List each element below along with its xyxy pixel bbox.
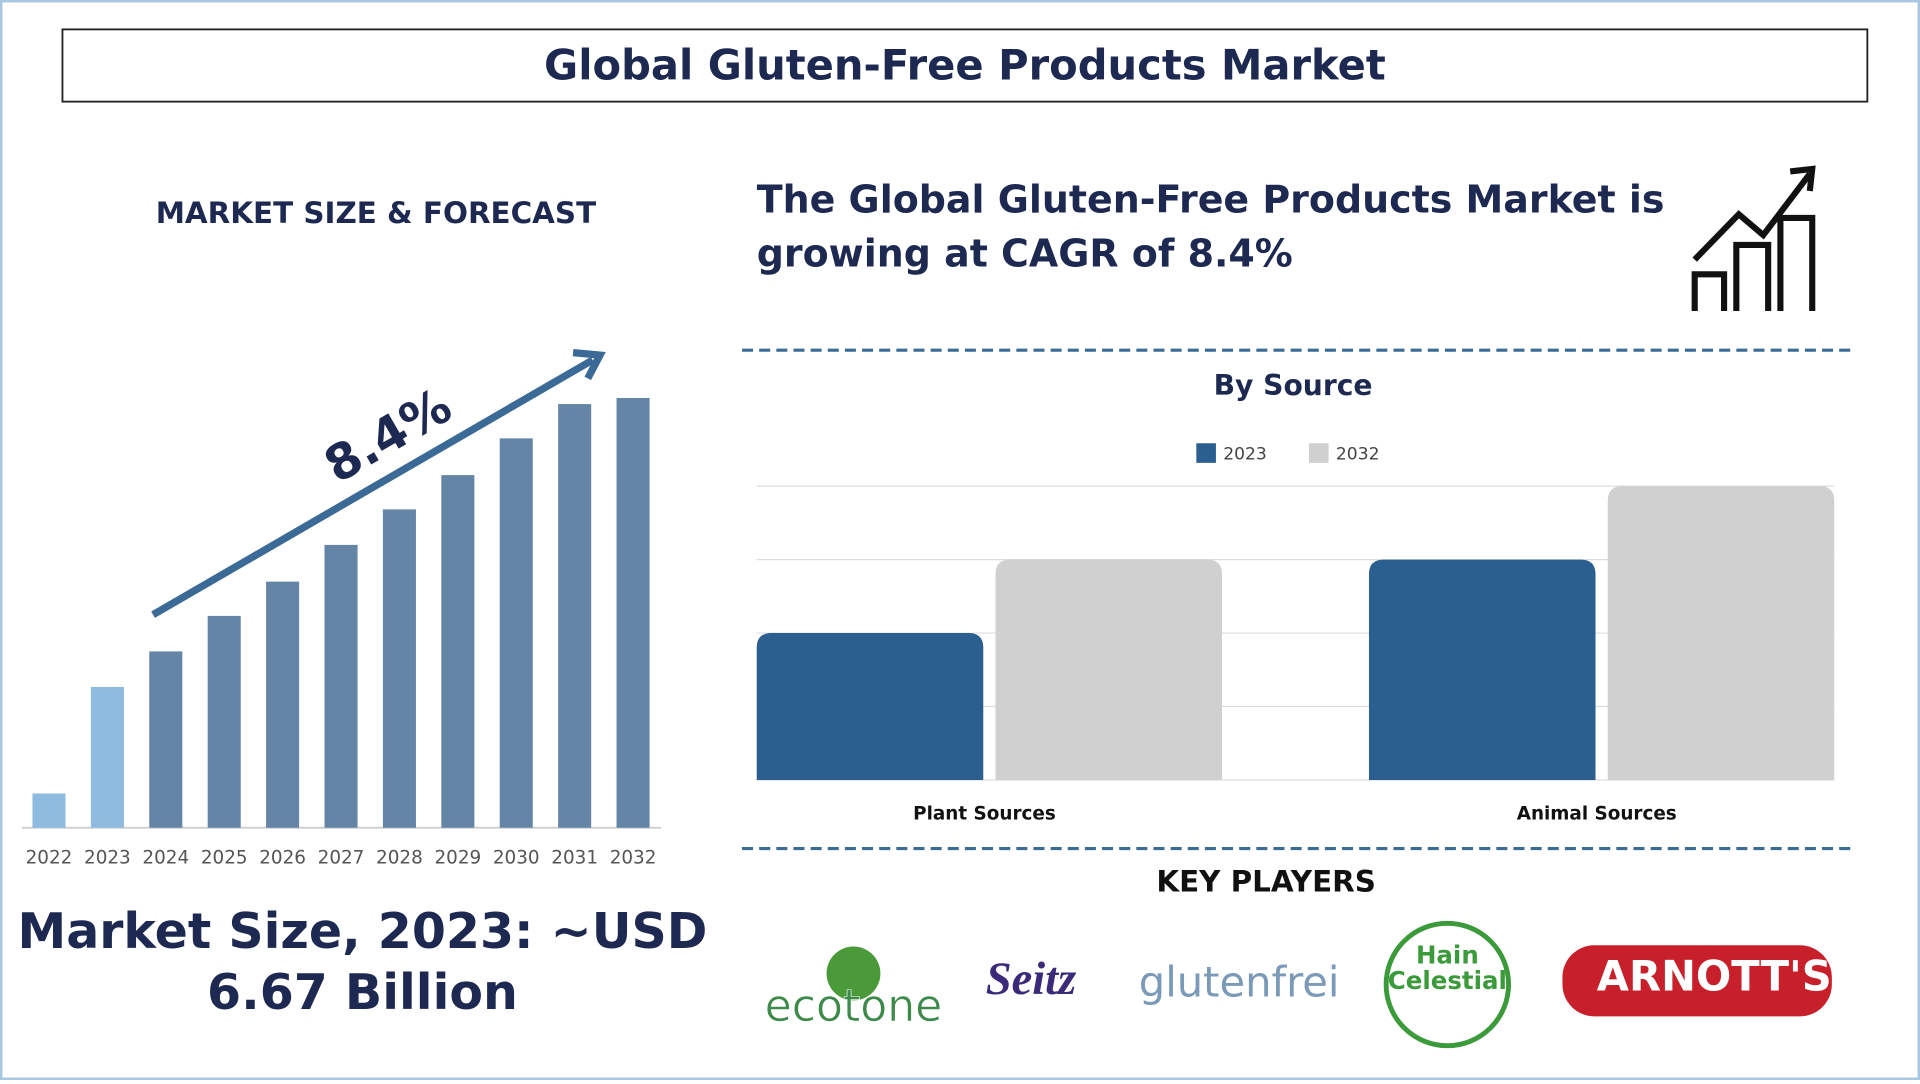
x-tick-label: 2028 — [376, 847, 423, 868]
x-tick-label: Animal Sources — [1517, 803, 1677, 824]
x-tick-label: 2025 — [201, 847, 248, 868]
logo: Seitz — [986, 954, 1076, 1005]
title: Global Gluten-Free Products Market — [544, 41, 1386, 90]
bar — [756, 633, 984, 780]
legend-swatch — [1196, 443, 1216, 463]
logo: Hain — [1416, 940, 1479, 969]
legend-swatch — [1308, 443, 1329, 463]
bar — [616, 397, 650, 828]
chart-title: By Source — [1214, 369, 1373, 402]
bar — [207, 615, 241, 828]
x-tick-label: 2030 — [493, 847, 540, 868]
logo-ring — [1383, 920, 1512, 1049]
logo: ARNOTT'S — [1597, 952, 1832, 1001]
bar — [441, 475, 475, 828]
left-heading: MARKET SIZE & FORECAST — [156, 196, 596, 230]
bar — [1368, 559, 1596, 780]
bar — [32, 793, 66, 828]
x-tick-label: 2031 — [551, 847, 598, 868]
x-tick-label: 2022 — [26, 847, 73, 868]
legend-label: 2032 — [1336, 444, 1380, 464]
x-tick-label: 2032 — [610, 847, 657, 868]
x-tick-label: 2029 — [434, 847, 481, 868]
x-tick-label: 2027 — [318, 847, 365, 868]
logo: glutenfrei — [1139, 958, 1340, 1007]
trend-arrowhead — [572, 348, 606, 381]
trend-arrow — [151, 356, 595, 618]
growth-icon — [1691, 165, 1816, 312]
logo: Celestial — [1388, 966, 1507, 995]
bar — [1607, 486, 1835, 780]
x-tick-label: 2023 — [84, 847, 131, 868]
logo: ecotone — [765, 981, 943, 1032]
market-size: 6.67 Billion — [207, 964, 518, 1021]
bar — [499, 438, 533, 828]
bar — [90, 686, 124, 828]
x-tick-label: Plant Sources — [913, 803, 1056, 824]
bar — [382, 509, 416, 828]
legend-label: 2023 — [1223, 444, 1267, 464]
bar — [149, 651, 183, 828]
cagr-line: growing at CAGR of 8.4% — [757, 231, 1293, 275]
title-box — [61, 28, 1869, 103]
key-players-heading: KEY PLAYERS — [1156, 864, 1376, 898]
logos: ecotone Seitz glutenfrei Hain Celestial … — [764, 920, 1832, 1049]
logo-badge — [1562, 945, 1832, 1017]
x-tick-label: 2026 — [259, 847, 306, 868]
x-tick-label: 2024 — [142, 847, 189, 868]
bar — [558, 404, 592, 828]
bar — [995, 559, 1223, 780]
cagr-line: The Global Gluten-Free Products Market i… — [757, 178, 1665, 222]
logo-leaf — [826, 946, 881, 1001]
bar — [266, 581, 300, 828]
bar — [324, 544, 358, 828]
market-size: Market Size, 2023: ~USD — [18, 903, 708, 960]
